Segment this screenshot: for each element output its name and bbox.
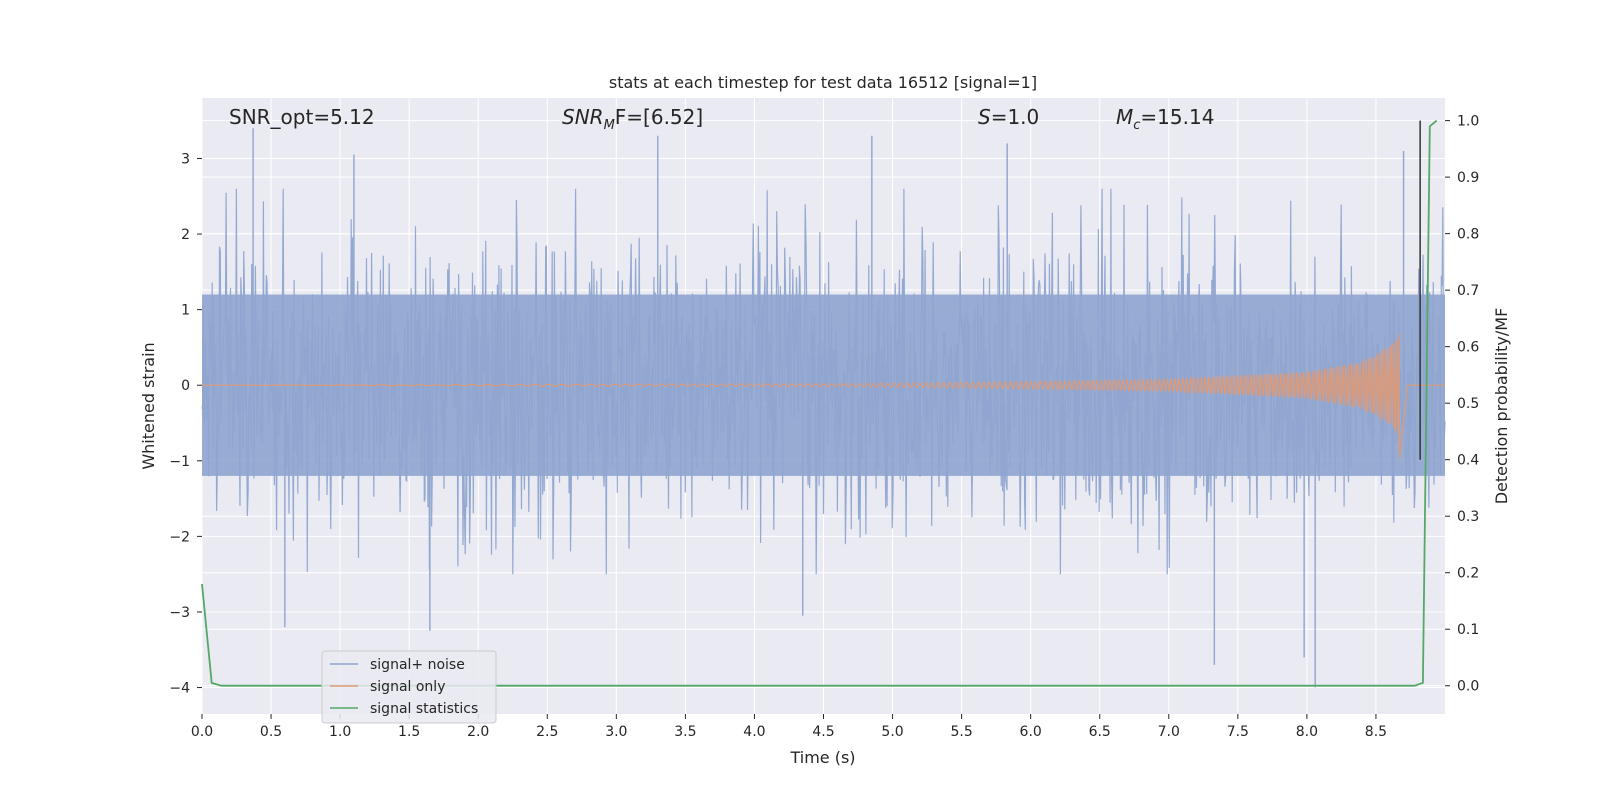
annotation-mc: Mc=15.14 (1116, 105, 1214, 133)
x-tick-label-13: 6.5 (1089, 724, 1111, 740)
x-tick-label-16: 8.0 (1296, 724, 1318, 740)
x-tick-label-9: 4.5 (812, 724, 834, 740)
annotation-mc-rest: =15.14 (1140, 105, 1214, 129)
annotation-mc-sub: c (1133, 118, 1140, 133)
x-tick-label-15: 7.5 (1227, 724, 1249, 740)
legend-label-signal-noise: signal+ noise (370, 657, 465, 673)
annotation-s-main: S (978, 105, 991, 129)
x-tick-label-3: 1.5 (398, 724, 420, 740)
x-tick-label-1: 0.5 (260, 724, 282, 740)
x-tick-label-4: 2.0 (467, 724, 489, 740)
y-left-tick-label-3: 0 (181, 378, 190, 394)
annotation-snr-mf-rest: F=[6.52] (615, 105, 703, 129)
y-right-tick-label-7: 0.3 (1457, 509, 1479, 525)
x-tick-label-0: 0.0 (191, 724, 213, 740)
annotation-mc-main: M (1116, 105, 1133, 129)
y-left-tick-label-2: 1 (181, 303, 190, 319)
y-right-axis-ticks: 1.0 0.9 0.8 0.7 0.6 0.5 0.4 0.3 0.2 0.1 0.0 (1445, 114, 1479, 695)
annotation-s-rest: =1.0 (991, 105, 1040, 129)
x-tick-label-8: 4.0 (743, 724, 765, 740)
y-right-tick-label-9: 0.1 (1457, 622, 1479, 638)
annotation-snr-mf: SNRMF=[6.52] (562, 105, 703, 133)
legend-label-signal-statistics: signal statistics (370, 701, 478, 717)
legend-label-signal-only: signal only (370, 679, 445, 695)
chart-title: stats at each timestep for test data 165… (609, 73, 1037, 92)
legend: signal+ noise signal only signal statist… (321, 650, 497, 724)
y-left-tick-label-6: −3 (169, 605, 190, 621)
annotation-s: S=1.0 (978, 105, 1039, 129)
y-right-tick-label-6: 0.4 (1457, 453, 1479, 469)
annotation-snr-mf-main: SNR (562, 105, 604, 129)
y-right-tick-label-8: 0.2 (1457, 566, 1479, 582)
series-signal-statistics-trace (201, 119, 1438, 687)
y-right-tick-label-1: 0.9 (1457, 170, 1479, 186)
y-right-tick-label-4: 0.6 (1457, 340, 1479, 356)
x-tick-label-14: 7.0 (1158, 724, 1180, 740)
x-tick-label-2: 1.0 (329, 724, 351, 740)
y-right-tick-label-2: 0.8 (1457, 227, 1479, 243)
x-tick-label-17: 8.5 (1365, 724, 1387, 740)
series-signal-only (202, 332, 1445, 459)
legend-box (321, 650, 497, 724)
x-tick-label-6: 3.0 (605, 724, 627, 740)
x-axis-ticks: 0.0 0.5 1.0 1.5 2.0 2.5 3.0 3.5 4.0 4.5 5.0 5.5 6.0 6… (191, 714, 1387, 740)
y-left-axis-ticks: 3 2 1 0 −1 −2 −3 −4 (169, 151, 202, 697)
annotation-snr-mf-sub: M (604, 118, 615, 133)
annotation-snr-opt: SNR_opt=5.12 (229, 105, 375, 129)
y-left-tick-label-4: −1 (169, 454, 190, 470)
y-right-tick-label-10: 0.0 (1457, 679, 1479, 695)
y-left-tick-label-1: 2 (181, 227, 190, 243)
x-tick-label-10: 5.0 (881, 724, 903, 740)
x-tick-label-5: 2.5 (536, 724, 558, 740)
y-right-tick-label-3: 0.7 (1457, 283, 1479, 299)
y-left-axis-label: Whitened strain (139, 342, 158, 469)
y-right-tick-label-5: 0.5 (1457, 396, 1479, 412)
x-tick-label-11: 5.5 (950, 724, 972, 740)
x-tick-label-7: 3.5 (674, 724, 696, 740)
y-left-tick-label-7: −4 (169, 681, 190, 697)
y-right-axis-label: Detection probability/MF (1492, 308, 1511, 505)
x-tick-label-12: 6.0 (1020, 724, 1042, 740)
series-signal-only-trace (202, 332, 1445, 459)
y-left-tick-label-5: −2 (169, 529, 190, 545)
x-axis-label: Time (s) (789, 748, 855, 767)
y-right-tick-label-0: 1.0 (1457, 114, 1479, 130)
series-signal-statistics (201, 119, 1438, 687)
y-left-tick-label-0: 3 (181, 151, 190, 167)
